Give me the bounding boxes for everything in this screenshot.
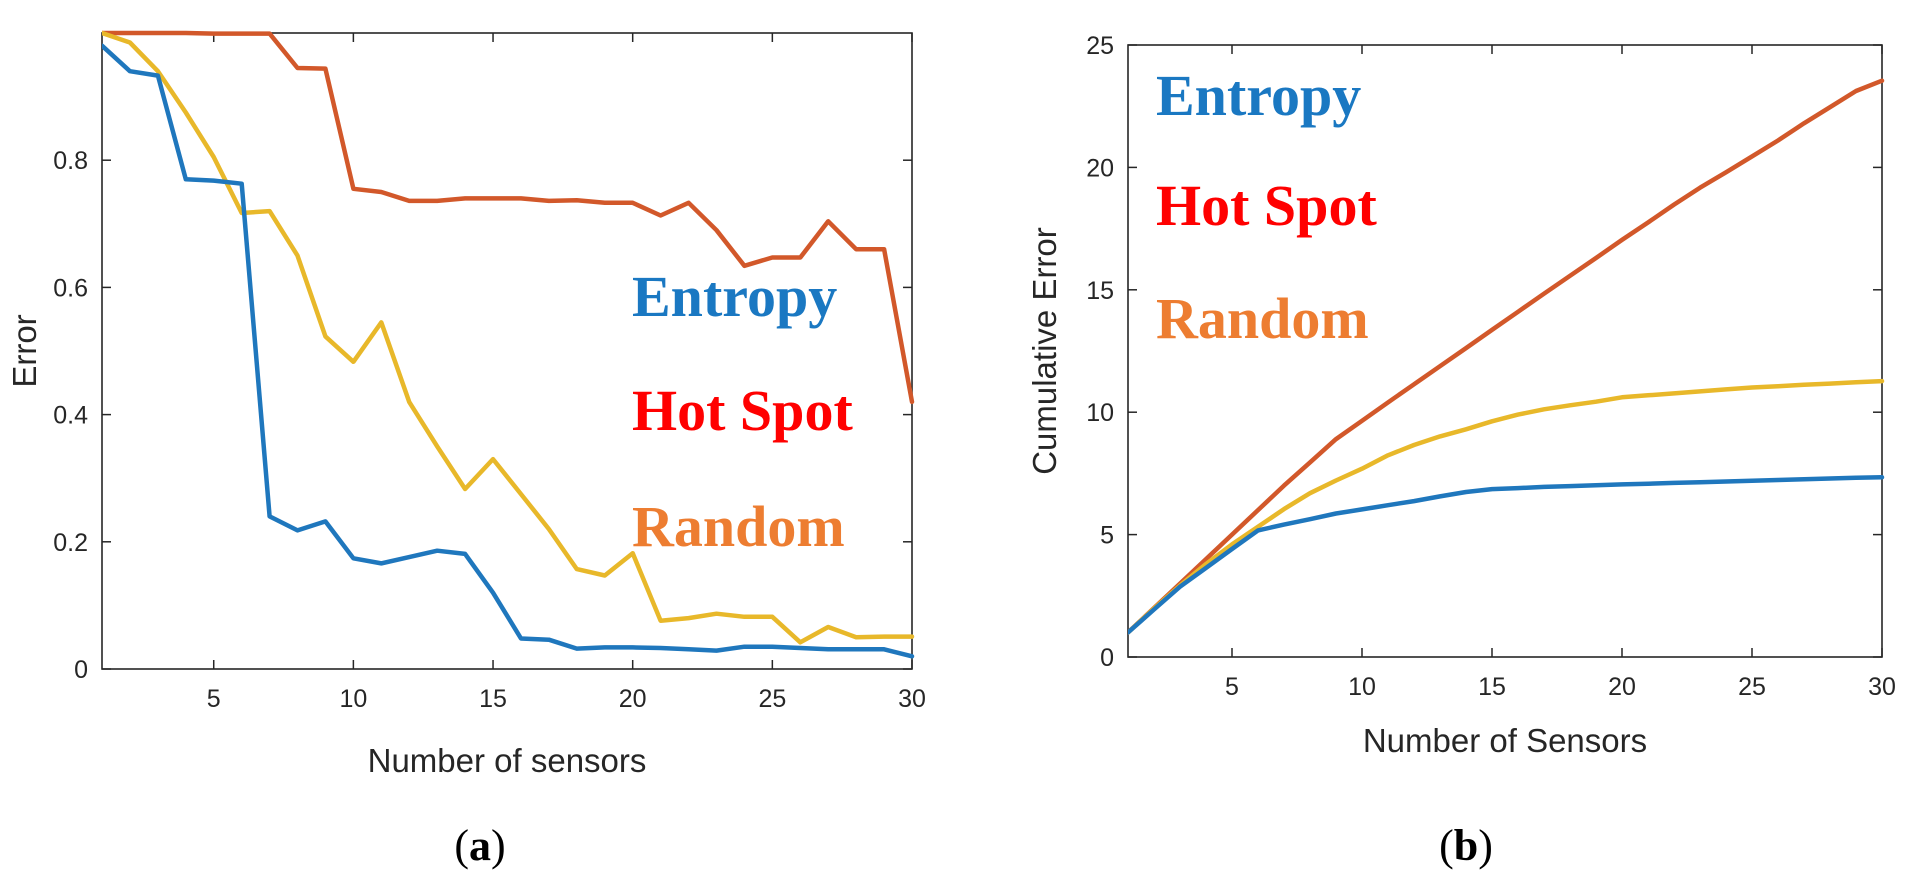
y-axis-label: Error	[6, 314, 43, 387]
series-line-entropy	[102, 43, 915, 659]
x-tick-label: 15	[1478, 673, 1506, 701]
y-tick-label: 0.6	[53, 274, 88, 302]
x-tick-label: 10	[1348, 673, 1376, 701]
caption-letter: a	[469, 821, 491, 870]
x-axis-label: Number of sensors	[368, 742, 647, 779]
figure-caption: (a)	[454, 821, 505, 870]
x-tick-label: 25	[1738, 673, 1766, 701]
legend-label-random: Random	[632, 494, 845, 559]
plot-frame	[101, 32, 913, 670]
y-tick-label: 0.2	[53, 529, 88, 557]
legend-label-entropy: Entropy	[1156, 63, 1361, 128]
x-axis-label: Number of Sensors	[1363, 722, 1647, 759]
caption-letter: b	[1454, 821, 1478, 870]
x-tick-label: 15	[479, 685, 507, 713]
x-tick-label: 30	[898, 685, 926, 713]
y-tick-label: 10	[1086, 399, 1114, 427]
series-line-random	[102, 30, 915, 645]
plot-frame	[1127, 44, 1883, 658]
legend-label-random: Random	[1156, 286, 1369, 351]
caption-open-paren: (	[1439, 821, 1454, 870]
series-line-hot-spot	[1128, 78, 1885, 635]
x-tick-label: 5	[1225, 673, 1239, 701]
y-tick-label: 0	[1100, 644, 1114, 672]
x-tick-label: 30	[1868, 673, 1896, 701]
caption-close-paren: )	[491, 821, 506, 870]
legend-label-hot-spot: Hot Spot	[1156, 173, 1377, 238]
series-line-hot-spot	[102, 30, 915, 405]
x-tick-label: 25	[758, 685, 786, 713]
y-tick-label: 15	[1086, 277, 1114, 305]
y-tick-label: 5	[1100, 522, 1114, 550]
chart-a: 5 10 15 20 25 30 0 0.2 0.4 0.6 0.8 Number of sensor…	[6, 30, 926, 870]
x-tick-label: 20	[1608, 673, 1636, 701]
x-tick-label: 20	[619, 685, 647, 713]
x-tick-label: 5	[207, 685, 221, 713]
chart-b: 5 10 15 20 25 30 0 5 10 15 20 25 Number of Sensors Cu…	[1026, 32, 1896, 870]
legend-label-entropy: Entropy	[632, 264, 837, 329]
y-tick-label: 0.8	[53, 147, 88, 175]
y-tick-label: 0.4	[53, 402, 88, 430]
series-line-random	[1128, 378, 1885, 635]
caption-close-paren: )	[1478, 821, 1493, 870]
y-tick-label: 0	[74, 656, 88, 684]
y-tick-label: 25	[1086, 32, 1114, 60]
y-tick-label: 20	[1086, 154, 1114, 182]
y-axis-label: Cumulative Error	[1026, 227, 1063, 475]
x-tick-label: 10	[339, 685, 367, 713]
legend-label-hot-spot: Hot Spot	[632, 378, 853, 443]
series-line-entropy	[1128, 475, 1885, 635]
caption-open-paren: (	[454, 821, 469, 870]
figure-caption: (b)	[1439, 821, 1493, 870]
